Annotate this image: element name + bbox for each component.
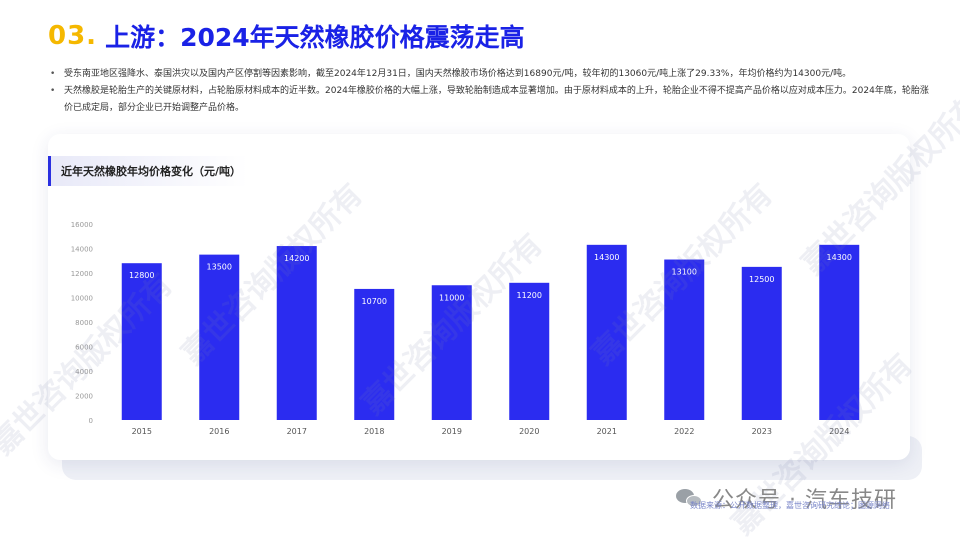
x-tick-label: 2019	[442, 427, 462, 436]
chart-title: 近年天然橡胶年均价格变化（元/吨）	[61, 165, 242, 178]
wechat-label: 公众号 · 汽车技研	[712, 488, 897, 513]
y-tick-label: 12000	[71, 270, 93, 278]
data-label: 13100	[672, 268, 697, 277]
wechat-icon	[676, 487, 706, 509]
y-tick-label: 10000	[71, 295, 93, 303]
data-label: 13500	[207, 263, 232, 272]
y-tick-label: 0	[89, 417, 93, 425]
x-tick-label: 2017	[287, 427, 307, 436]
data-label: 11000	[439, 293, 464, 302]
y-tick-label: 8000	[75, 319, 93, 327]
bullet-item: 受东南亚地区强降水、泰国洪灾以及国内产区停割等因素影响，截至2024年12月31…	[50, 66, 930, 83]
bar-2024	[819, 244, 860, 420]
y-tick-label: 14000	[71, 246, 93, 254]
data-label: 12800	[129, 271, 154, 280]
bullet-list: 受东南亚地区强降水、泰国洪灾以及国内产区停割等因素影响，截至2024年12月31…	[50, 66, 930, 117]
x-tick-label: 2024	[829, 427, 849, 436]
bar-chart: 0 2000 4000 6000 8000 10000 12000 14000 16000 128…	[71, 221, 860, 436]
x-tick-label: 2021	[597, 427, 617, 436]
data-label: 14300	[594, 253, 619, 262]
y-tick-label: 2000	[75, 393, 93, 401]
bar-2017	[276, 246, 317, 420]
x-tick-label: 2016	[209, 427, 229, 436]
bar-2019	[431, 285, 472, 420]
y-tick-label: 6000	[75, 344, 93, 352]
section-number: 03.	[48, 21, 98, 51]
x-tick-label: 2020	[519, 427, 539, 436]
data-label: 12500	[749, 275, 774, 284]
bullet-item: 天然橡胶是轮胎生产的关键原材料，占轮胎原材料成本的近半数。2024年橡胶价格的大…	[50, 83, 930, 117]
data-label: 14300	[827, 253, 852, 262]
x-tick-label: 2023	[752, 427, 772, 436]
bar-2023	[741, 266, 782, 420]
bar-2021	[586, 244, 627, 420]
bar-2018	[354, 288, 395, 420]
data-label: 14200	[284, 254, 309, 263]
y-tick-label: 16000	[71, 221, 93, 229]
x-tick-label: 2022	[674, 427, 694, 436]
bar-2020	[509, 282, 550, 420]
data-label: 11200	[517, 291, 542, 300]
y-tick-label: 4000	[75, 368, 93, 376]
bar-2022	[664, 259, 705, 420]
bar-2015	[121, 263, 162, 420]
page-header: 03. 上游：2024年天然橡胶价格震荡走高	[48, 16, 525, 56]
bar-2016	[199, 254, 240, 420]
source-note: 数据来源：公开数据整理，嘉世咨询研究结论；图源网络	[690, 501, 890, 510]
x-tick-label: 2018	[364, 427, 384, 436]
x-tick-label: 2015	[132, 427, 152, 436]
wechat-badge: 公众号 · 汽车技研	[676, 482, 897, 514]
data-label: 10700	[362, 297, 387, 306]
page-title: 上游：2024年天然橡胶价格震荡走高	[105, 23, 525, 52]
chart-title-tab: 近年天然橡胶年均价格变化（元/吨）	[48, 156, 248, 186]
